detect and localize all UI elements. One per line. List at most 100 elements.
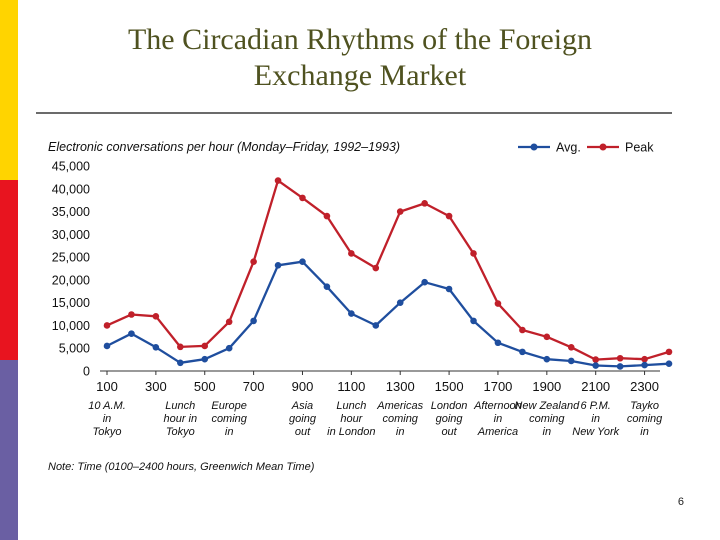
data-point-peak <box>616 354 624 362</box>
data-point-peak <box>201 342 209 350</box>
time-annotation: 6 P.M. in New York <box>572 400 619 438</box>
x-axis-ticks: 100 300 500 700 900 1100 1300 1500 1700 1900 2100 2… <box>96 371 659 394</box>
x-tick-label: 1100 <box>337 379 365 394</box>
data-point-avg <box>103 342 111 350</box>
series-line-avg <box>106 260 670 368</box>
time-annotation: Asia going out <box>289 400 317 438</box>
data-point-peak <box>177 343 184 351</box>
slide-number: 6 <box>677 496 684 508</box>
data-point-peak <box>299 194 306 202</box>
data-point-peak <box>421 200 428 207</box>
legend-swatch-marker <box>599 143 607 151</box>
y-tick-label: 10,000 <box>52 319 90 333</box>
legend-label: Peak <box>625 141 654 155</box>
y-tick-label: 5,000 <box>59 342 90 356</box>
data-point-avg <box>396 299 404 306</box>
data-point-avg <box>323 283 331 291</box>
data-point-avg <box>372 322 380 329</box>
chart-series <box>103 177 673 370</box>
time-annotation: Tayko coming in <box>627 400 663 438</box>
time-annotation: Europe coming in <box>211 400 247 438</box>
x-tick-label: 1300 <box>386 379 415 394</box>
accent-bar-red <box>0 180 18 360</box>
slide-title-line-2: Exchange Market <box>253 59 467 92</box>
y-tick-label: 20,000 <box>52 273 90 287</box>
slide-title-line-1: The Circadian Rhythms of the Foreign <box>127 23 593 56</box>
x-tick-label: 1500 <box>435 379 464 394</box>
legend-label: Avg. <box>556 141 581 155</box>
y-tick-label: 25,000 <box>52 251 90 265</box>
x-tick-label: 2100 <box>581 379 610 394</box>
data-point-peak <box>152 313 160 320</box>
data-point-avg <box>641 361 648 369</box>
y-tick-label: 35,000 <box>52 205 90 219</box>
data-point-avg <box>250 317 257 325</box>
data-point-avg <box>494 339 502 347</box>
data-point-avg <box>592 362 599 369</box>
chart-title: Electronic conversations per hour (Monda… <box>48 140 400 154</box>
y-tick-label: 0 <box>83 365 90 379</box>
y-tick-label: 30,000 <box>52 228 90 242</box>
x-tick-label: 900 <box>292 379 314 394</box>
data-point-peak <box>372 264 380 272</box>
data-point-peak <box>494 300 502 307</box>
x-tick-label: 700 <box>243 379 265 394</box>
data-point-peak <box>519 326 526 334</box>
x-tick-label: 300 <box>145 379 167 394</box>
x-tick-label: 500 <box>194 379 216 394</box>
data-point-peak <box>641 355 648 363</box>
data-point-peak <box>445 212 453 220</box>
data-point-avg <box>128 330 135 337</box>
data-point-avg <box>348 310 355 317</box>
data-point-peak <box>128 311 135 318</box>
data-point-avg <box>665 360 673 368</box>
time-annotation: New Zealand coming in <box>514 400 580 438</box>
y-axis-ticks: 0 5,000 10,000 15,000 20,000 25,000 30,000 35,0… <box>52 160 90 379</box>
x-tick-label: 1700 <box>483 379 512 394</box>
accent-bar-yellow <box>0 0 18 180</box>
data-point-avg <box>421 278 428 286</box>
data-point-avg <box>201 355 209 363</box>
data-point-peak <box>348 250 355 257</box>
data-point-avg <box>445 285 453 293</box>
data-point-peak <box>396 208 404 215</box>
data-point-peak <box>665 348 673 356</box>
legend-swatch-marker <box>530 143 538 151</box>
data-point-peak <box>250 258 257 265</box>
y-tick-label: 40,000 <box>52 182 90 196</box>
data-point-avg <box>152 344 160 351</box>
data-point-avg <box>177 359 184 367</box>
data-point-peak <box>592 356 599 363</box>
data-point-avg <box>225 344 233 352</box>
data-point-peak <box>323 212 331 220</box>
data-point-avg <box>543 355 551 363</box>
time-annotation: Lunch hour in London <box>327 400 375 438</box>
data-point-peak <box>225 318 233 326</box>
data-point-peak <box>543 333 551 341</box>
chart-legend: Avg. Peak <box>518 141 654 155</box>
time-annotation: London going out <box>431 400 468 438</box>
data-point-avg <box>470 317 477 325</box>
data-point-avg <box>616 363 624 370</box>
data-point-peak <box>103 322 111 329</box>
data-point-avg <box>519 348 526 356</box>
x-tick-label: 2300 <box>630 379 659 394</box>
chart-note: Note: Time (0100–2400 hours, Greenwich M… <box>48 461 315 473</box>
data-point-avg <box>567 357 575 365</box>
y-tick-label: 15,000 <box>52 296 90 310</box>
accent-bar-purple <box>0 360 18 540</box>
title-divider <box>36 112 672 114</box>
chart-annotations: 10 A.M. in Tokyo Lunch hour in Tokyo Europe com… <box>88 400 663 438</box>
y-tick-label: 45,000 <box>52 160 90 174</box>
series-line-peak <box>106 179 670 361</box>
time-annotation: Lunch hour in Tokyo <box>163 400 197 438</box>
time-annotation: Afternoon in America <box>473 400 522 438</box>
time-annotation: Americas coming in <box>376 400 423 438</box>
data-point-peak <box>274 177 282 184</box>
data-point-peak <box>470 250 477 257</box>
time-annotation: 10 A.M. in Tokyo <box>88 400 126 438</box>
data-point-peak <box>567 344 575 351</box>
data-point-avg <box>299 258 306 265</box>
x-tick-label: 100 <box>96 379 118 394</box>
